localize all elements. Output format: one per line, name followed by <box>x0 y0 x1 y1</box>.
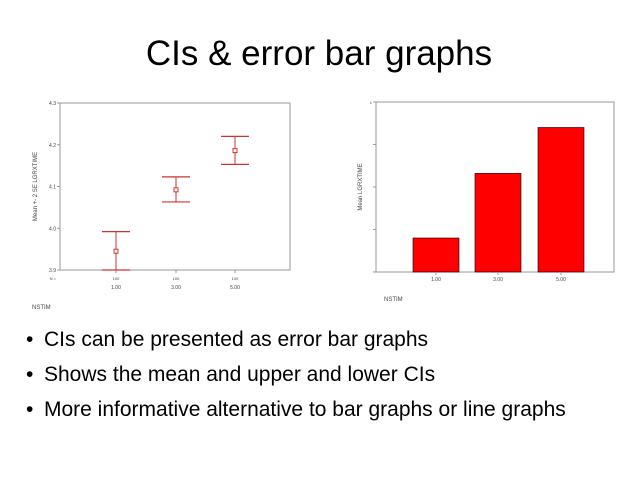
mean-marker <box>173 187 179 193</box>
bar <box>474 173 522 273</box>
error-bar-chart: 4.3 4.2 4.1 4.0 3.9 Mean +- 2 SE LGRXTIME N = 1… <box>32 101 291 311</box>
x-tick-label: 1.00 <box>111 285 121 291</box>
y-tick-label: 4.1 <box>49 185 56 191</box>
plot-frame <box>59 102 291 271</box>
bullet-text: CIs can be presented as error bar graphs <box>44 328 429 351</box>
x-tick-label: 5.00 <box>230 285 240 291</box>
y-tick-label: 4.3 <box>49 101 56 107</box>
bullet-text: Shows the mean and upper and lower CIs <box>44 363 436 386</box>
x-tick-label: 3.00 <box>493 277 503 283</box>
x-tick-label: 1.00 <box>431 277 441 283</box>
bar <box>412 237 460 273</box>
bullet-item: • More informative alternative to bar gr… <box>26 398 616 422</box>
bar-chart: 1 Mean LGRXTIME 1.00 3.00 5.00 NSTIM <box>358 100 615 303</box>
bullet-list: • CIs can be presented as error bar grap… <box>26 328 616 433</box>
n-value: 100 <box>113 276 120 281</box>
x-axis-label: NSTIM <box>384 297 403 303</box>
n-value: 100 <box>173 276 180 281</box>
y-tick-label: 1 <box>370 100 373 105</box>
bullet-dot: • <box>26 398 34 421</box>
y-tick-label: 4.2 <box>49 143 56 149</box>
mean-marker <box>232 148 238 154</box>
slide-title: CIs & error bar graphs <box>145 34 493 73</box>
y-tick-label: 4.0 <box>49 226 56 232</box>
x-axis-label: NSTIM <box>32 305 51 311</box>
bullet-item: • Shows the mean and upper and lower CIs <box>26 363 616 387</box>
mean-marker <box>113 248 119 254</box>
bullet-text: More informative alternative to bar grap… <box>44 398 566 421</box>
y-axis-label: Mean LGRXTIME <box>358 163 364 210</box>
bullet-item: • CIs can be presented as error bar grap… <box>26 328 616 352</box>
bar <box>537 127 585 273</box>
x-tick-label: 3.00 <box>171 285 181 291</box>
n-label: N = <box>50 276 57 281</box>
bullet-dot: • <box>26 328 34 351</box>
n-value: 100 <box>232 276 239 281</box>
x-tick-label: 5.00 <box>556 277 566 283</box>
bullet-dot: • <box>26 363 34 386</box>
y-axis-label: Mean +- 2 SE LGRXTIME <box>33 152 39 221</box>
y-tick-label: 3.9 <box>49 268 56 274</box>
